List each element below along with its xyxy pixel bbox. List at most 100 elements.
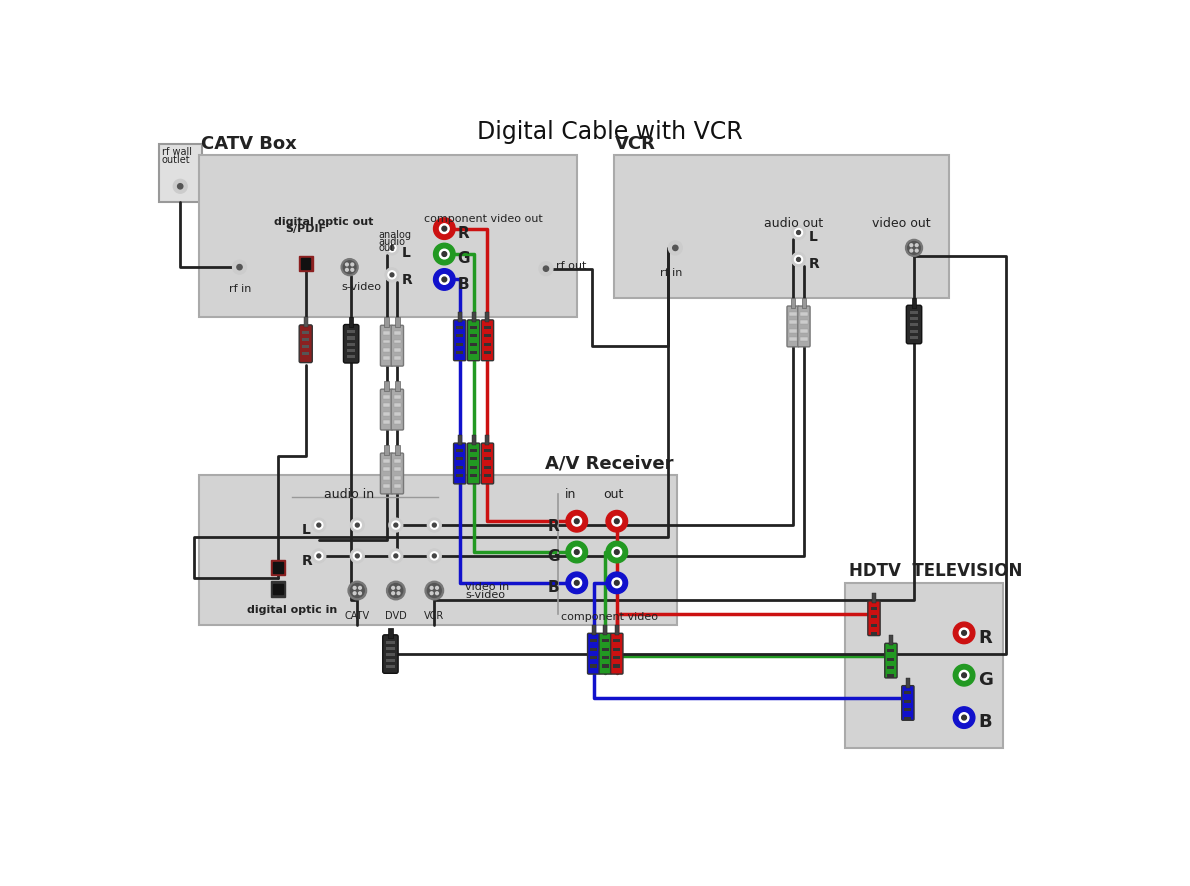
Circle shape — [612, 579, 621, 588]
Circle shape — [350, 518, 364, 532]
Bar — [456, 326, 463, 330]
Text: R: R — [547, 518, 559, 533]
FancyBboxPatch shape — [392, 454, 403, 494]
Circle shape — [389, 518, 402, 532]
Bar — [395, 382, 400, 392]
Text: G: G — [547, 548, 560, 563]
Circle shape — [390, 246, 394, 251]
Bar — [590, 648, 597, 651]
Bar — [800, 338, 808, 342]
Bar — [456, 352, 463, 354]
Bar — [470, 458, 477, 461]
FancyBboxPatch shape — [481, 321, 494, 361]
FancyBboxPatch shape — [902, 686, 914, 720]
Circle shape — [349, 581, 367, 600]
Bar — [613, 648, 620, 651]
Circle shape — [353, 592, 356, 595]
Text: rf wall: rf wall — [162, 147, 192, 157]
Bar — [383, 340, 390, 344]
Bar — [394, 477, 401, 480]
Circle shape — [312, 518, 326, 532]
Bar — [789, 321, 797, 325]
Bar — [910, 337, 919, 339]
Circle shape — [177, 184, 183, 190]
Circle shape — [353, 522, 362, 530]
Bar — [470, 352, 477, 354]
Circle shape — [796, 231, 801, 235]
Bar — [470, 335, 477, 338]
Bar — [912, 299, 916, 308]
Circle shape — [439, 276, 449, 285]
Circle shape — [388, 271, 396, 280]
FancyBboxPatch shape — [610, 633, 624, 674]
Bar — [470, 475, 477, 478]
Circle shape — [908, 242, 920, 255]
Bar — [591, 626, 596, 635]
Circle shape — [433, 269, 455, 291]
Circle shape — [575, 519, 580, 524]
Text: audio out: audio out — [764, 216, 823, 229]
Bar — [888, 657, 895, 661]
Bar — [906, 678, 910, 688]
Circle shape — [795, 256, 802, 264]
Bar — [274, 563, 283, 573]
Circle shape — [962, 631, 966, 635]
Bar — [613, 657, 620, 659]
Text: digital optic in: digital optic in — [248, 605, 338, 615]
Circle shape — [353, 587, 356, 589]
Circle shape — [431, 587, 433, 589]
Bar — [484, 449, 491, 453]
Bar — [394, 421, 401, 424]
Text: R: R — [302, 553, 313, 567]
Bar — [802, 299, 806, 308]
Bar — [470, 466, 477, 470]
Bar — [471, 436, 476, 446]
Text: HDTV  TELEVISION: HDTV TELEVISION — [848, 562, 1022, 579]
Bar — [301, 259, 311, 269]
Text: Digital Cable with VCR: Digital Cable with VCR — [477, 120, 743, 144]
Bar — [383, 348, 390, 353]
Text: R: R — [402, 272, 413, 286]
Bar — [303, 318, 308, 328]
Bar — [910, 330, 919, 333]
Text: L: L — [402, 245, 411, 260]
Circle shape — [959, 671, 969, 680]
Circle shape — [606, 511, 627, 532]
Circle shape — [315, 522, 322, 530]
Circle shape — [394, 524, 397, 527]
Bar — [484, 458, 491, 461]
Circle shape — [953, 622, 975, 644]
Text: VCR: VCR — [424, 610, 444, 620]
Bar — [388, 628, 393, 638]
Circle shape — [566, 541, 588, 563]
Bar — [456, 335, 463, 338]
Bar — [791, 299, 795, 308]
Bar — [456, 466, 463, 470]
Bar — [394, 404, 401, 408]
Circle shape — [572, 548, 582, 557]
Circle shape — [345, 264, 349, 267]
Text: s-video: s-video — [342, 282, 382, 291]
Bar — [888, 666, 895, 669]
FancyBboxPatch shape — [588, 633, 600, 674]
FancyBboxPatch shape — [453, 444, 466, 485]
Bar — [800, 321, 808, 325]
Bar — [470, 343, 477, 346]
Bar — [602, 648, 609, 651]
Bar — [394, 395, 401, 400]
Bar — [383, 413, 390, 416]
Circle shape — [439, 250, 449, 260]
Circle shape — [317, 524, 321, 527]
Text: out: out — [378, 244, 394, 253]
Circle shape — [353, 552, 362, 560]
Circle shape — [387, 581, 405, 600]
Bar — [387, 659, 395, 663]
Circle shape — [351, 269, 353, 272]
Circle shape — [315, 552, 322, 560]
Circle shape — [953, 707, 975, 728]
Text: in: in — [565, 487, 577, 500]
Circle shape — [351, 264, 353, 267]
Circle shape — [390, 274, 394, 277]
Circle shape — [431, 592, 433, 595]
Bar — [394, 357, 401, 361]
